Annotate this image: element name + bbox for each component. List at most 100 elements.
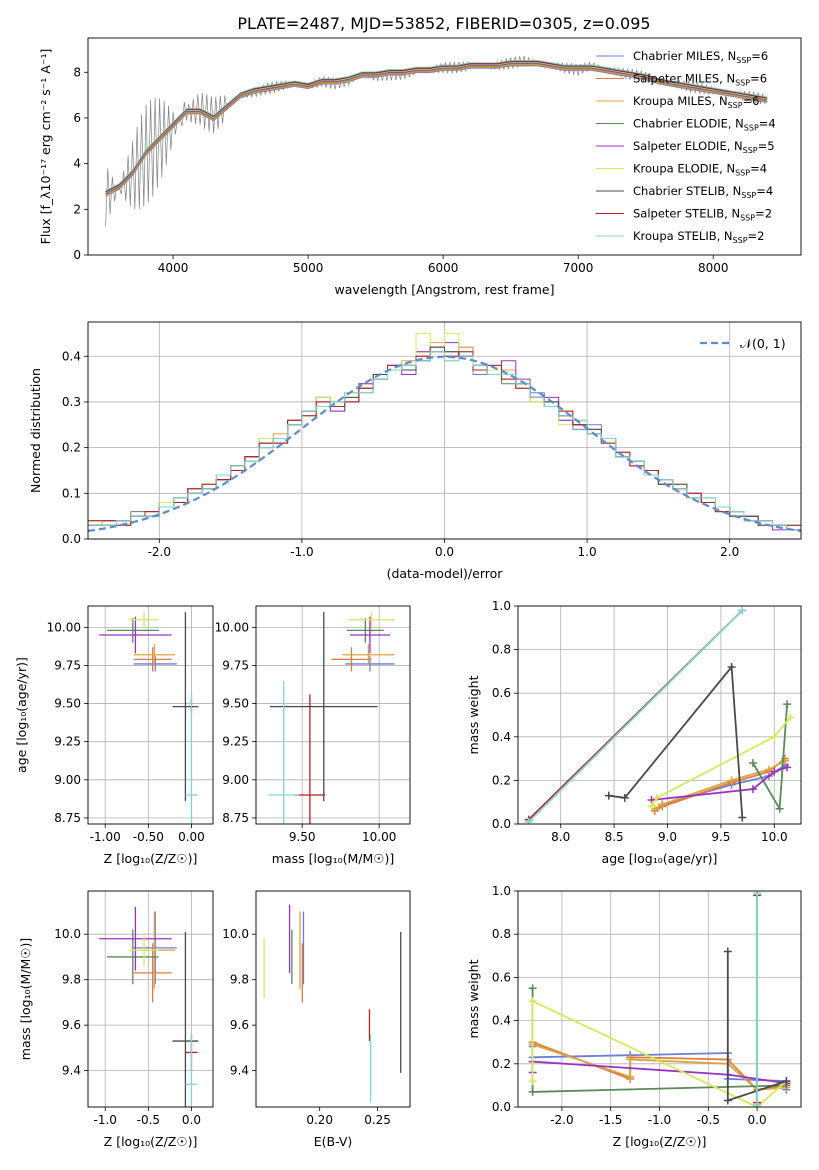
legend-label: 𝒩(0, 1) [740, 336, 786, 351]
weight-marker [727, 776, 736, 785]
weight-line [531, 999, 787, 1107]
y-tick-label: 9.6 [230, 1018, 249, 1032]
weight-marker [782, 1077, 791, 1086]
x-tick-label: -0.5 [697, 1113, 720, 1127]
legend-label: Kroupa ELODIE, NSSP=4 [633, 162, 767, 178]
weight-marker [528, 997, 537, 1006]
panels: Chabrier MILES, NSSP=6 Salpeter MILES, NS… [14, 37, 802, 1149]
axes-frame [87, 605, 214, 825]
x-axis-label: mass [log₁₀(M/M☉)] [272, 851, 394, 866]
x-tick-label: 9.50 [289, 830, 316, 844]
plot-area [528, 891, 791, 1107]
weight-marker [626, 1072, 635, 1081]
panel-weight_vs_age: 8.0 8.5 9.0 9.5 10.0 0.0 0.2 0.4 0.6 0.8 1.0 age [l… [466, 599, 802, 866]
x-tick-label: -1.5 [599, 1113, 622, 1127]
y-tick-label: 0.0 [492, 817, 511, 831]
legend-label: Chabrier ELODIE, NSSP=4 [633, 117, 776, 133]
weight-marker [783, 700, 792, 709]
x-axis-label: wavelength [Angstrom, rest frame] [334, 282, 554, 297]
y-tick-label: 0.2 [492, 1057, 511, 1071]
grid-lines [518, 890, 801, 1108]
weight-marker [528, 1077, 537, 1086]
panel-age_vs_Z: -1.00 -0.50 0.00 8.75 9.00 9.25 9.50 9.75 10.00 Z… [14, 605, 214, 866]
x-tick-label: -0.5 [137, 1113, 160, 1127]
x-tick-label: 8.0 [551, 830, 570, 844]
y-axis-label: mass weight [466, 675, 481, 754]
model-spectrum-line [105, 65, 768, 197]
y-axis-label: mass weight [466, 959, 481, 1038]
y-tick-label: 10.00 [47, 620, 81, 634]
y-tick-label: 0.8 [492, 643, 511, 657]
weight-marker [727, 663, 736, 672]
plot-area [105, 56, 768, 227]
y-tick-label: 9.75 [54, 658, 81, 672]
axes-frame [255, 890, 411, 1108]
weight-marker [786, 713, 795, 722]
legend-label: Chabrier STELIB, NSSP=4 [633, 184, 773, 200]
y-tick-label: 0.2 [62, 441, 81, 455]
weight-marker [770, 767, 779, 776]
x-tick-label: 8000 [698, 261, 729, 275]
x-tick-label: 9.5 [711, 830, 730, 844]
x-axis-label: Z [log₁₀(Z/Z☉)] [613, 1134, 707, 1149]
axes-frame [87, 890, 214, 1108]
panel-weight_vs_Z: -2.0 -1.5 -1.0 -0.5 0.0 0.0 0.2 0.4 0.6 0.8 1.0 Z [… [466, 884, 802, 1149]
model-spectrum-line [105, 61, 768, 194]
y-tick-label: 8.75 [222, 811, 249, 825]
x-tick-label: 2.0 [720, 545, 739, 559]
weight-line [752, 704, 788, 812]
figure-title: PLATE=2487, MJD=53852, FIBERID=0305, z=0… [237, 14, 650, 33]
panel-spectrum: Chabrier MILES, NSSP=6 Salpeter MILES, NS… [38, 37, 802, 297]
x-tick-label: 0.25 [364, 1113, 391, 1127]
x-tick-label: 10.0 [761, 830, 788, 844]
weight-marker [738, 606, 747, 615]
y-tick-label: 0.8 [492, 927, 511, 941]
x-tick-label: -0.50 [133, 830, 164, 844]
y-tick-label: 9.50 [54, 697, 81, 711]
y-tick-label: 9.00 [54, 773, 81, 787]
y-tick-label: 10.0 [54, 927, 81, 941]
x-axis-label: Z [log₁₀(Z/Z☉)] [104, 851, 198, 866]
x-tick-label: -2.0 [550, 1113, 573, 1127]
grid-lines [88, 891, 213, 1107]
x-tick-label: 7000 [563, 261, 594, 275]
x-tick-label: 0.0 [748, 1113, 767, 1127]
weight-marker [528, 984, 537, 993]
y-tick-label: 9.25 [54, 735, 81, 749]
plot-area [524, 606, 795, 824]
weight-line [528, 609, 743, 823]
weight-line [650, 716, 791, 808]
x-tick-label: 8.5 [605, 830, 624, 844]
x-tick-label: 9.0 [658, 830, 677, 844]
axes-frame [255, 605, 411, 825]
y-tick-label: 0.0 [62, 532, 81, 546]
plot-area [268, 612, 395, 824]
x-tick-label: 0.20 [306, 1113, 333, 1127]
x-tick-label: -1.0 [94, 1113, 117, 1127]
weight-line [608, 664, 744, 818]
y-tick-label: 0.0 [492, 1100, 511, 1114]
x-tick-label: 0.0 [182, 1113, 201, 1127]
plot-area [99, 612, 199, 824]
weight-marker [738, 813, 747, 822]
y-tick-label: 9.50 [222, 697, 249, 711]
legend-label: Kroupa STELIB, NSSP=2 [633, 229, 764, 245]
weight-marker [626, 1055, 635, 1064]
x-axis-label: age [log₁₀(age/yr)] [602, 851, 718, 866]
normal-curve [88, 355, 801, 533]
y-tick-label: 10.0 [222, 927, 249, 941]
plot-area [88, 332, 801, 533]
y-tick-label: 9.75 [222, 658, 249, 672]
y-tick-label: 2 [73, 202, 81, 216]
panel-mass_vs_EBV: 0.20 0.25 9.4 9.6 9.8 10.0 E(B-V) [222, 890, 411, 1149]
weight-marker [753, 891, 762, 898]
y-tick-label: 9.4 [230, 1064, 249, 1078]
weight-marker [748, 785, 757, 794]
y-tick-label: 0.4 [62, 349, 81, 363]
x-axis-label: (data-model)/error [387, 566, 504, 581]
weight-marker [775, 804, 784, 813]
weight-marker [524, 817, 533, 824]
weight-marker [528, 1087, 537, 1096]
legend-label: Salpeter MILES, NSSP=6 [633, 72, 767, 88]
y-tick-label: 9.8 [230, 973, 249, 987]
